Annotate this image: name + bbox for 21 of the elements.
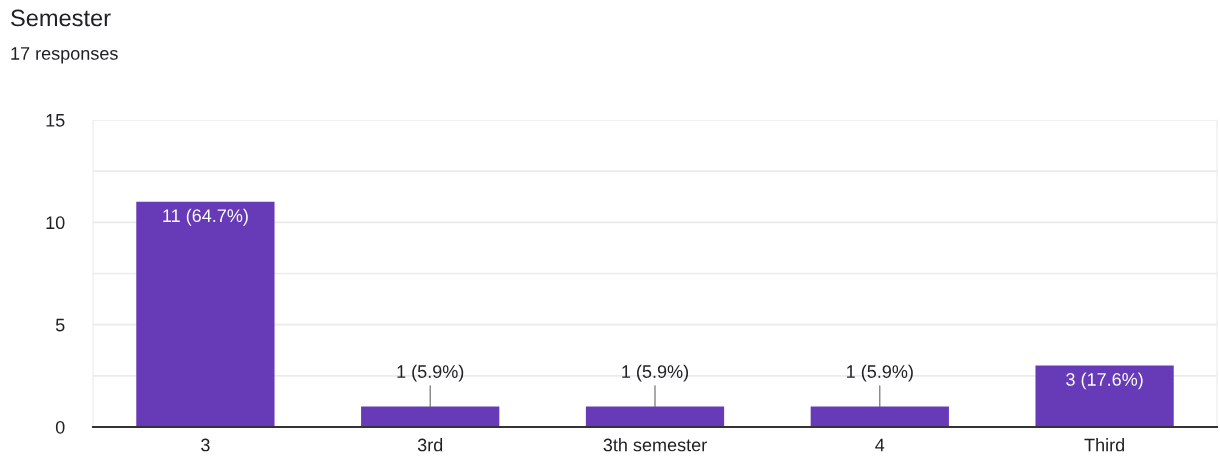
y-tick-label: 10: [46, 216, 65, 230]
x-tick-label: 3rd: [417, 438, 443, 452]
bar: [361, 406, 500, 427]
x-tick-label: 3: [201, 438, 210, 452]
chart-subtitle: 17 responses: [11, 47, 118, 64]
x-tick-label: 3th semester: [603, 438, 707, 452]
x-tick-label: 4: [875, 438, 885, 452]
y-tick-label: 15: [46, 114, 65, 127]
bar: [810, 406, 949, 427]
data-label: 11 (64.7%): [163, 208, 248, 226]
bar: [1035, 365, 1174, 427]
x-tick-label: Third: [1084, 438, 1125, 452]
data-label: 1 (5.9%): [397, 364, 464, 382]
data-label: 3 (17.6%): [1066, 372, 1143, 390]
y-tick-label: 5: [55, 318, 65, 332]
data-label: 1 (5.9%): [622, 364, 688, 382]
bar: [136, 201, 275, 427]
chart-title: Semester: [11, 9, 111, 27]
data-label: 1 (5.9%): [847, 364, 913, 382]
y-tick-label: 0: [55, 420, 65, 434]
bar: [585, 406, 725, 427]
